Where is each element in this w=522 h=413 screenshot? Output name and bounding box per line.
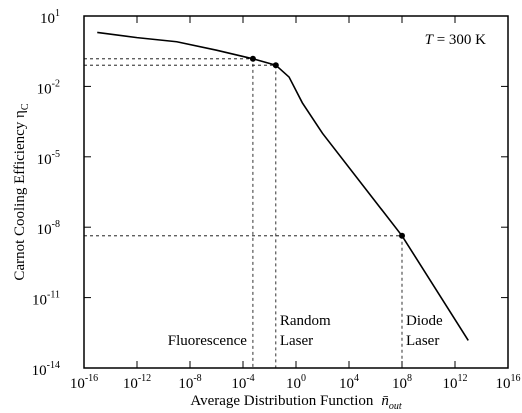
y-axis-label: Carnot Cooling Efficiency ηC [12,103,31,280]
y-tick-label: 10-14 [32,360,60,379]
x-tick-label: 10-8 [178,373,201,392]
highlight-point [249,55,256,62]
x-tick-exponent: 0 [301,373,306,384]
x-tick-base: 10 [286,376,301,392]
efficiency-line [97,31,469,341]
y-tick-base: 10 [37,152,52,168]
x-tick-label: 104 [339,373,359,392]
x-tick-exponent: -16 [85,373,98,384]
y-tick-exponent: -5 [52,149,60,160]
x-tick-base: 10 [339,376,354,392]
x-tick-base: 10 [123,376,138,392]
y-tick-base: 10 [32,363,47,379]
x-tick-label: 1016 [496,373,521,392]
x-tick-base: 10 [178,376,193,392]
y-tick-label: 101 [40,8,60,27]
x-tick-label: 100 [286,373,306,392]
y-tick-exponent: 1 [55,8,60,19]
y-tick-base: 10 [37,81,52,97]
y-tick-exponent: -8 [52,219,60,230]
region-label: Laser [280,333,313,349]
region-label: Random [280,313,331,329]
y-tick-label: 10-8 [37,219,60,238]
x-tick-base: 10 [392,376,407,392]
x-tick-label: 1012 [443,373,468,392]
x-tick-base: 10 [496,376,511,392]
x-axis-label: Average Distribution Function n̄out [190,393,402,412]
y-tick-base: 10 [40,11,55,27]
x-tick-exponent: 16 [511,373,521,384]
y-tick-base: 10 [32,293,47,309]
y-tick-base: 10 [37,222,52,238]
x-tick-label: 10-4 [231,373,254,392]
x-tick-label: 10-16 [70,373,98,392]
y-tick-exponent: -11 [47,290,60,301]
y-tick-exponent: -2 [52,78,60,89]
highlight-point [272,62,279,69]
x-tick-exponent: 4 [354,373,359,384]
region-label: Diode [406,313,443,329]
guide-line [84,64,277,368]
x-tick-base: 10 [231,376,246,392]
x-tick-exponent: -8 [193,373,201,384]
x-tick-label: 10-12 [123,373,151,392]
x-tick-label: 108 [392,373,412,392]
region-label: Laser [406,333,439,349]
x-tick-exponent: -4 [246,373,254,384]
x-tick-exponent: 8 [407,373,412,384]
temperature-annotation: T = 300 K [425,32,487,48]
x-tick-base: 10 [70,376,85,392]
y-tick-exponent: -14 [47,360,60,371]
highlight-point [399,232,405,239]
y-tick-label: 10-5 [37,149,60,168]
y-tick-label: 10-2 [37,78,60,97]
guide-line [84,58,254,368]
x-tick-base: 10 [443,376,458,392]
region-label: Fluorescence [168,333,247,349]
x-tick-exponent: 12 [458,373,468,384]
y-tick-label: 10-11 [32,290,60,309]
x-tick-exponent: -12 [138,373,151,384]
